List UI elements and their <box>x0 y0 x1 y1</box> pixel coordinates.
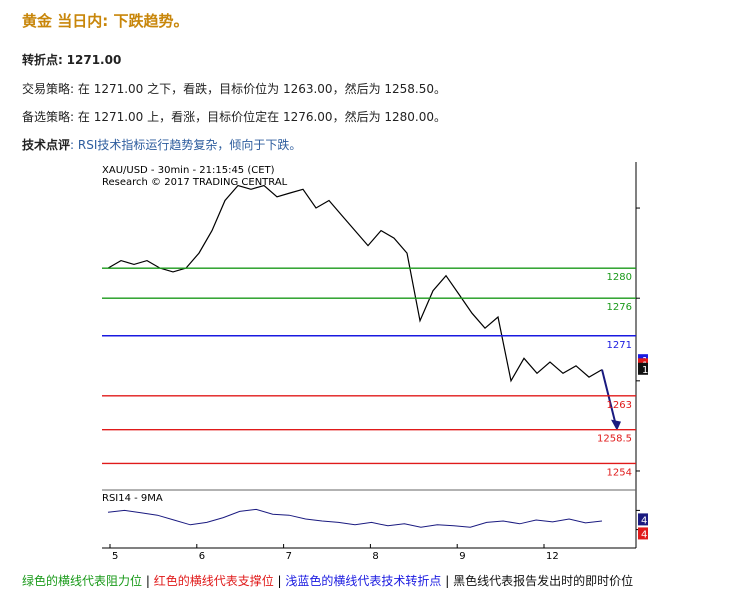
legend-separator: | <box>273 574 286 588</box>
x-tick-label: 6 <box>199 551 205 562</box>
legend-pivot: 浅蓝色的横线代表技术转折点 <box>285 574 442 588</box>
level-label: 1254 <box>607 467 632 478</box>
x-tick-label: 9 <box>459 551 465 562</box>
legend-support: 红色的横线代表支撑位 <box>153 574 274 588</box>
pivot-label: 转折点: <box>22 53 63 67</box>
level-label: 1263 <box>607 400 632 411</box>
chart-header-credit: Research © 2017 TRADING CENTRAL <box>102 177 288 188</box>
legend-separator: | <box>441 574 454 588</box>
chart-header-instrument: XAU/USD - 30min - 21:15:45 (CET) <box>102 165 275 176</box>
comment-line: 技术点评: RSI技术指标运行趋势复杂，倾向于下跌。 <box>22 136 301 153</box>
rsi-tag <box>638 527 648 540</box>
x-tick-label: 7 <box>286 551 292 562</box>
legend-current-price: 黑色线代表报告发出时的即时价位 <box>453 574 634 588</box>
price-series-line <box>107 184 603 383</box>
forecast-arrow-shaft <box>601 369 617 426</box>
x-tick-label: 8 <box>372 551 378 562</box>
legend-resistance: 绿色的横线代表阻力位 <box>22 574 143 588</box>
price-tag-label: 1,266.47 <box>642 365 648 376</box>
legend-separator: | <box>142 574 154 588</box>
pivot-line: 转折点: 1271.00 <box>22 51 121 68</box>
comment-text: : RSI技术指标运行趋势复杂，倾向于下跌。 <box>70 138 302 152</box>
alternative-line: 备选策略: 在 1271.00 上，看涨，目标价位定在 1276.00，然后为 … <box>22 108 446 125</box>
rsi-tag-label: 47.0384 <box>641 529 648 540</box>
alternative-label: 备选策略: <box>22 110 75 124</box>
pivot-value: 1271.00 <box>66 53 122 67</box>
price-tag <box>638 362 648 375</box>
alternative-text: 在 1271.00 上，看涨，目标价位定在 1276.00，然后为 1280.0… <box>77 110 447 124</box>
chart-legend: 绿色的横线代表阻力位 | 红色的横线代表支撑位 | 浅蓝色的横线代表技术转折点 … <box>22 572 633 589</box>
level-label: 1280 <box>607 272 632 283</box>
rsi-series-line <box>107 508 603 528</box>
strategy-label: 交易策略: <box>22 82 75 96</box>
rsi-tag <box>638 513 648 526</box>
level-label: 1271 <box>607 340 632 351</box>
level-label: 1258.5 <box>597 434 632 445</box>
strategy-text: 在 1271.00 之下，看跌，目标价位为 1263.00，然后为 1258.5… <box>77 82 447 96</box>
price-chart: XAU/USD - 30min - 21:15:45 (CET)Research… <box>102 162 648 562</box>
rsi-tag-label: 47.0847 <box>641 515 648 526</box>
x-tick-label: 5 <box>112 551 118 562</box>
level-label: 1276 <box>607 302 632 313</box>
strategy-line: 交易策略: 在 1271.00 之下，看跌，目标价位为 1263.00，然后为 … <box>22 80 446 97</box>
page-title: 黄金 当日内: 下跌趋势。 <box>22 12 189 30</box>
comment-label: 技术点评 <box>22 138 71 152</box>
x-tick-label: 12 <box>546 551 559 562</box>
rsi-label: RSI14 - 9MA <box>102 493 163 504</box>
forecast-arrow-head <box>611 419 621 431</box>
